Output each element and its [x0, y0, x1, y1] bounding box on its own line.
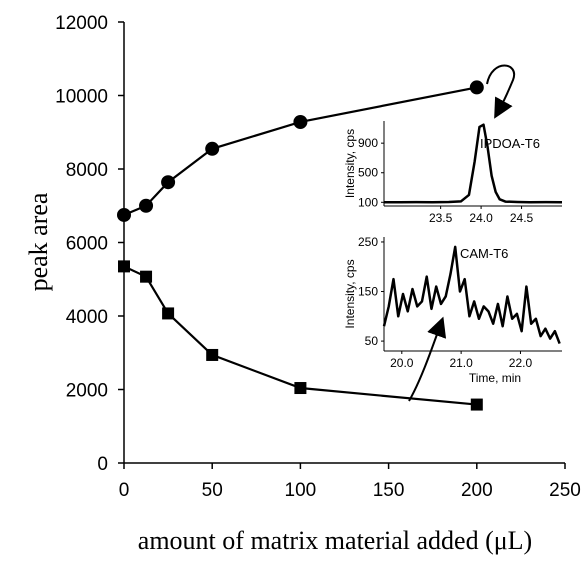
x-tick-label: 100 — [285, 480, 317, 501]
inset-y-axis-title: Intensity, cps — [343, 259, 357, 328]
data-point-square — [294, 382, 307, 395]
inset-y-tick-label: 50 — [365, 334, 379, 348]
x-tick-label: 50 — [202, 480, 223, 501]
inset-trace — [384, 123, 563, 204]
data-point-circle — [205, 141, 220, 156]
inset-x-tick-label: 24.0 — [469, 211, 493, 225]
inset-layer: 100 500 900 23.5 24.0 24.5 IPDOA-T6 Intensity, … — [343, 121, 563, 385]
data-point-square — [140, 270, 153, 283]
x-tick-label: 200 — [461, 480, 493, 501]
inset-x-tick-label: 20.0 — [390, 356, 414, 370]
callout-arrow-bottom — [408, 316, 447, 402]
inset-x-tick-label: 24.5 — [510, 211, 534, 225]
inset-trace — [382, 245, 561, 345]
y-axis-title: peak area — [24, 192, 53, 291]
y-tick-label: 6000 — [66, 234, 108, 255]
data-point-circle — [469, 80, 484, 95]
x-tick-label: 150 — [373, 480, 405, 501]
data-point-square — [206, 348, 219, 361]
y-tick-label: 8000 — [66, 160, 108, 181]
y-tick-label: 4000 — [66, 307, 108, 328]
inset-x-tick-label: 21.0 — [449, 356, 473, 370]
data-point-square — [118, 260, 130, 273]
inset-y-axis-title: Intensity, cps — [343, 129, 357, 198]
y-tick-label: 10000 — [55, 87, 108, 108]
data-point-circle — [139, 198, 154, 213]
x-tick-label: 0 — [119, 480, 130, 501]
data-point-square — [162, 307, 175, 320]
data-point-square — [470, 398, 483, 411]
y-tick-label: 2000 — [66, 381, 108, 402]
inset-compound-label: IPDOA-T6 — [480, 136, 540, 151]
data-point-circle — [293, 114, 308, 129]
inset-y-tick-label: 100 — [358, 195, 378, 209]
x-tick-label: 250 — [549, 480, 581, 501]
callout-arrow-top — [486, 64, 516, 119]
inset-y-tick-label: 500 — [358, 166, 378, 180]
inset-y-tick-label: 250 — [358, 235, 378, 249]
inset-1: 100 500 900 23.5 24.0 24.5 IPDOA-T6 Intensity, … — [343, 121, 563, 225]
tick-group: 0 50 100 150 200 250 0 2000 4000 6000 8000 10000 120… — [55, 13, 581, 501]
series-layer — [117, 80, 484, 411]
x-axis-title: amount of matrix material added (μL) — [138, 526, 532, 555]
main-axes — [123, 22, 565, 464]
inset-2: 50 150 250 20.0 21.0 22.0 CAM-T6 Intensity, cps… — [343, 235, 562, 385]
inset-compound-label: CAM-T6 — [460, 246, 508, 261]
inset-x-axis-title: Time, min — [469, 371, 521, 385]
inset-y-tick-label: 150 — [358, 285, 378, 299]
inset-x-tick-label: 23.5 — [429, 211, 453, 225]
series-circle-line — [123, 86, 478, 216]
inset-x-tick-label: 22.0 — [509, 356, 533, 370]
data-point-circle — [117, 207, 131, 222]
data-point-circle — [161, 175, 176, 190]
y-tick-label: 0 — [97, 454, 108, 475]
inset-y-tick-label: 900 — [358, 136, 378, 150]
y-tick-label: 12000 — [55, 13, 108, 34]
